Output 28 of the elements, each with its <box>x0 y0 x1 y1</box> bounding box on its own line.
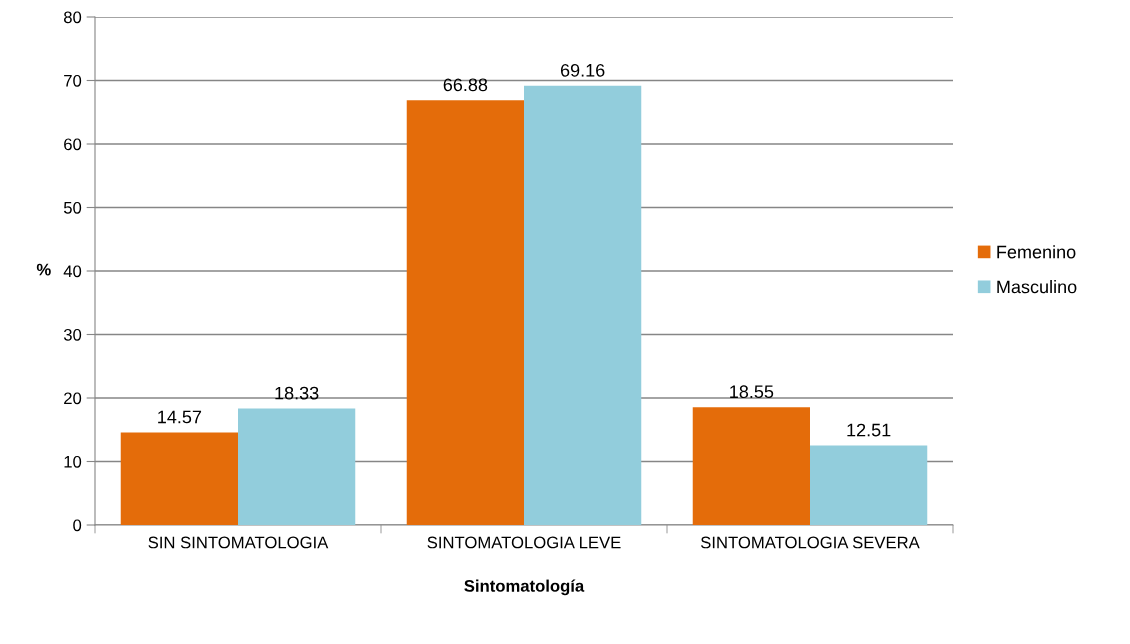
y-tick-label: 30 <box>63 328 82 341</box>
y-tick-label: 70 <box>64 74 82 87</box>
y-tick-label: 20 <box>64 392 82 405</box>
data-label: 18.33 <box>275 386 319 400</box>
legend-label: Masculino <box>997 280 1077 294</box>
data-label: 14.57 <box>158 410 202 424</box>
data-label: 12.51 <box>847 423 891 437</box>
x-tick-label: SINTOMATOLOGIA LEVE <box>427 536 621 549</box>
bar <box>810 445 928 525</box>
bar <box>238 408 356 525</box>
y-tick-label: 40 <box>63 265 82 278</box>
x-axis-title: Sintomatología <box>464 579 585 596</box>
x-tick-label: SINTOMATOLOGIA SEVERA <box>700 536 920 549</box>
y-tick-label: 80 <box>63 11 82 24</box>
y-tick-label: 10 <box>64 455 82 468</box>
y-tick-label: 60 <box>64 138 82 151</box>
y-axis-title: % <box>36 263 51 276</box>
data-label: 66.88 <box>443 78 488 92</box>
bar <box>406 100 524 525</box>
bar <box>692 407 810 525</box>
bar <box>120 432 238 525</box>
y-tick-label: 0 <box>73 519 82 532</box>
y-tick-label: 50 <box>63 201 82 214</box>
legend-label: Femenino <box>997 245 1076 259</box>
bar <box>524 85 642 525</box>
data-label: 69.16 <box>560 63 605 77</box>
x-tick-label: SIN SINTOMATOLOGIA <box>148 536 329 549</box>
data-label: 18.55 <box>730 385 774 399</box>
